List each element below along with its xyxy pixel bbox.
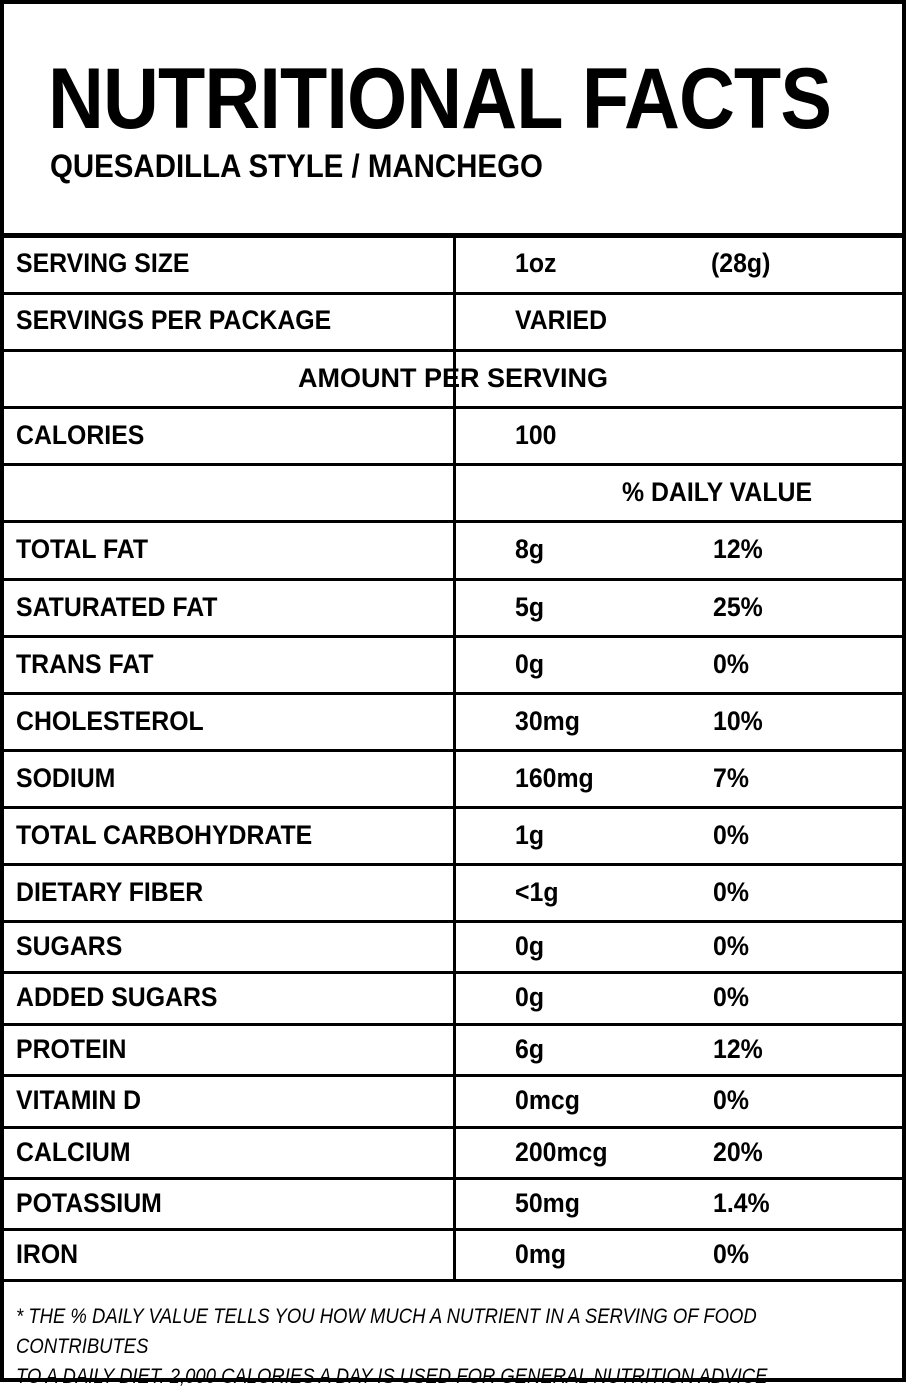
- nutrient-name: DIETARY FIBER: [16, 876, 204, 907]
- row-divider: [4, 578, 902, 581]
- nutrient-amount: 0mcg: [515, 1085, 580, 1115]
- nutrient-amount: 5g: [515, 591, 544, 622]
- row-divider: [4, 1023, 902, 1026]
- amount-per-serving-heading: AMOUNT PER SERVING: [297, 363, 609, 393]
- nutrient-name: SATURATED FAT: [16, 591, 218, 622]
- nutrient-name: TRANS FAT: [16, 648, 154, 679]
- serving-size-amount: 1oz: [515, 248, 557, 278]
- nutrient-daily-value: 0%: [713, 1238, 749, 1269]
- nutrient-daily-value: 0%: [713, 930, 749, 961]
- nutrient-name: TOTAL CARBOHYDRATE: [16, 819, 313, 850]
- row-divider: [4, 635, 902, 638]
- nutrient-amount: 30mg: [515, 705, 580, 736]
- nutrient-daily-value: 12%: [713, 534, 763, 564]
- nutrient-name: CHOLESTEROL: [16, 705, 204, 736]
- label-header: NUTRITIONAL FACTS QUESADILLA STYLE / MAN…: [4, 4, 902, 233]
- row-divider: [4, 971, 902, 974]
- row-divider: [4, 1177, 902, 1180]
- footnote: * THE % DAILY VALUE TELLS YOU HOW MUCH A…: [16, 1302, 808, 1392]
- page-title: NUTRITIONAL FACTS: [48, 51, 832, 147]
- nutrient-amount: <1g: [515, 876, 559, 907]
- nutrient-amount: 8g: [515, 534, 544, 564]
- product-subtitle: QUESADILLA STYLE / MANCHEGO: [50, 148, 543, 184]
- row-divider: [4, 1126, 902, 1129]
- row-divider: [4, 1074, 902, 1077]
- servings-per-package-label: SERVINGS PER PACKAGE: [16, 305, 332, 335]
- row-divider: [4, 1228, 902, 1231]
- nutrient-name: ADDED SUGARS: [16, 982, 218, 1012]
- row-divider: [4, 692, 902, 695]
- nutrient-daily-value: 10%: [713, 705, 763, 736]
- row-divider: [4, 863, 902, 866]
- nutrient-amount: 160mg: [515, 762, 594, 793]
- nutrient-daily-value: 0%: [713, 876, 749, 907]
- nutrient-amount: 1g: [515, 819, 544, 850]
- nutrient-daily-value: 0%: [713, 819, 749, 850]
- nutrient-amount: 200mcg: [515, 1136, 608, 1167]
- nutrient-amount: 6g: [515, 1033, 544, 1064]
- nutrient-amount: 0mg: [515, 1238, 567, 1269]
- nutrient-daily-value: 0%: [713, 648, 749, 679]
- serving-size-grams: (28g): [711, 248, 771, 278]
- nutrient-name: POTASSIUM: [16, 1187, 162, 1218]
- nutrient-amount: 50mg: [515, 1187, 580, 1218]
- calories-label: CALORIES: [16, 420, 145, 450]
- nutrient-daily-value: 25%: [713, 591, 763, 622]
- nutrient-daily-value: 1.4%: [713, 1187, 770, 1218]
- footnote-line-1: * THE % DAILY VALUE TELLS YOU HOW MUCH A…: [16, 1305, 757, 1358]
- column-divider: [453, 238, 456, 1279]
- row-divider: [4, 749, 902, 752]
- serving-size-label: SERVING SIZE: [16, 248, 190, 278]
- nutrient-name: PROTEIN: [16, 1033, 127, 1064]
- nutrient-daily-value: 0%: [713, 982, 749, 1012]
- nutrient-name: SODIUM: [16, 762, 116, 793]
- nutrient-name: VITAMIN D: [16, 1085, 142, 1115]
- servings-per-package-value: VARIED: [515, 305, 608, 335]
- daily-value-header: % DAILY VALUE: [622, 477, 813, 507]
- nutrient-amount: 0g: [515, 648, 544, 679]
- nutrient-name: SUGARS: [16, 930, 123, 961]
- footnote-line-2: TO A DAILY DIET. 2,000 CALORIES A DAY IS…: [16, 1365, 768, 1388]
- nutrient-amount: 0g: [515, 930, 544, 961]
- nutrient-name: CALCIUM: [16, 1136, 131, 1167]
- nutrient-name: TOTAL FAT: [16, 534, 149, 564]
- nutrient-daily-value: 0%: [713, 1085, 749, 1115]
- nutrient-name: IRON: [16, 1238, 79, 1269]
- nutrient-daily-value: 12%: [713, 1033, 763, 1064]
- footnote-divider: [4, 1279, 902, 1282]
- calories-value: 100: [515, 420, 557, 450]
- header-divider: [4, 233, 902, 238]
- nutrient-daily-value: 20%: [713, 1136, 763, 1167]
- row-divider: [4, 806, 902, 809]
- row-divider: [4, 920, 902, 923]
- nutrient-amount: 0g: [515, 982, 544, 1012]
- nutrient-daily-value: 7%: [713, 762, 749, 793]
